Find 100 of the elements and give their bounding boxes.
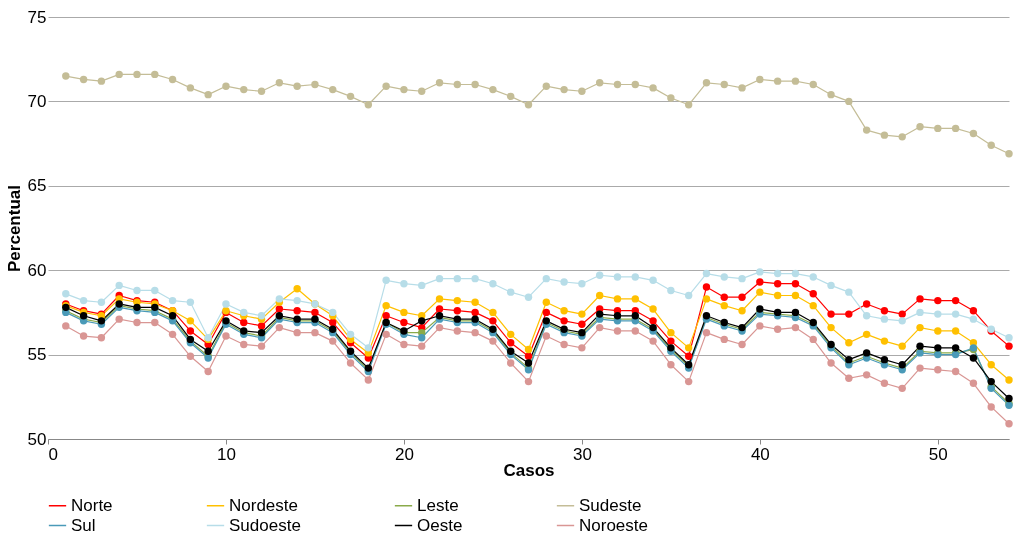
point [346, 330, 355, 339]
y-tick-label: 70 [27, 91, 47, 111]
point [880, 131, 889, 139]
point [827, 359, 835, 367]
point [684, 377, 693, 386]
point [934, 366, 942, 374]
point [418, 281, 426, 290]
point [827, 323, 835, 332]
point [916, 123, 924, 131]
point [471, 274, 479, 283]
x-tick-label: 40 [750, 444, 770, 464]
point [62, 290, 70, 298]
point [738, 340, 746, 349]
point [773, 77, 782, 85]
legend-label: Sudoeste [229, 515, 301, 535]
legend-label: Sudeste [579, 495, 642, 515]
x-tick-label: 50 [928, 444, 948, 464]
point [898, 133, 906, 141]
point [560, 85, 568, 94]
point [827, 281, 835, 290]
point [862, 312, 871, 320]
point [613, 295, 622, 303]
point [987, 141, 995, 149]
point [667, 286, 675, 295]
point [880, 307, 889, 315]
point [453, 327, 462, 335]
point [667, 328, 675, 337]
y-tick-label: 55 [27, 345, 47, 365]
point [471, 80, 479, 89]
point [702, 328, 711, 337]
point [845, 374, 853, 382]
point [1005, 150, 1013, 158]
point [827, 310, 835, 318]
legend-label: Oeste [417, 515, 463, 535]
point [773, 280, 782, 288]
point [524, 345, 533, 354]
point [684, 101, 693, 109]
point [898, 342, 906, 350]
point [791, 269, 800, 278]
point [524, 359, 533, 367]
point [595, 291, 604, 300]
x-axis-title: Casos [503, 460, 555, 480]
point [791, 77, 800, 85]
point [453, 307, 462, 315]
point [613, 327, 622, 335]
point [222, 300, 230, 308]
point [791, 291, 800, 300]
point [916, 323, 924, 332]
point [702, 295, 711, 303]
point [613, 80, 622, 89]
point [418, 334, 426, 342]
point [151, 303, 159, 312]
point [364, 344, 373, 352]
point [1005, 394, 1013, 403]
point [969, 354, 978, 362]
point [346, 359, 355, 367]
point [275, 79, 284, 87]
point [738, 293, 746, 301]
point [987, 377, 995, 386]
point [809, 290, 817, 298]
x-tick-label: 10 [217, 444, 236, 464]
point [257, 322, 266, 330]
point [738, 84, 746, 92]
point [987, 403, 995, 411]
point [133, 318, 141, 327]
point [613, 273, 622, 281]
point [293, 285, 301, 293]
point [222, 82, 230, 90]
point [756, 288, 764, 296]
point [916, 295, 924, 303]
point [951, 296, 960, 305]
point [115, 315, 123, 323]
point [435, 323, 444, 332]
point [382, 276, 390, 285]
point [649, 337, 657, 345]
point [418, 317, 426, 325]
point [934, 310, 942, 318]
point [649, 317, 657, 325]
point [240, 308, 248, 317]
point [400, 318, 408, 327]
point [578, 87, 586, 95]
point [382, 82, 390, 90]
point [133, 286, 141, 295]
point [1005, 376, 1013, 384]
point [524, 377, 533, 386]
point [364, 376, 373, 384]
point [595, 323, 604, 332]
point [186, 352, 195, 360]
x-tick-label: 20 [394, 444, 414, 464]
point [934, 327, 942, 335]
point [809, 80, 817, 89]
point [293, 82, 301, 90]
point [507, 330, 515, 339]
point [329, 337, 337, 345]
point [916, 308, 924, 317]
point [471, 308, 479, 317]
point [524, 293, 533, 301]
point [631, 295, 639, 303]
y-tick-label: 65 [27, 176, 47, 196]
point [382, 312, 390, 320]
